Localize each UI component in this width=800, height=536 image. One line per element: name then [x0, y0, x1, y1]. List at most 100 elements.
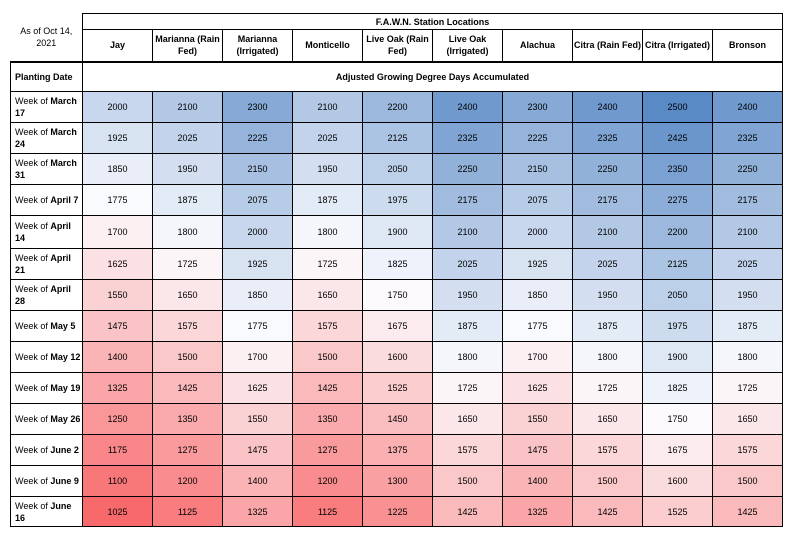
gdd-value-cell: 2300: [222, 91, 293, 123]
planting-date-header: Planting Date: [10, 60, 83, 92]
gdd-value-cell: 1225: [362, 496, 433, 527]
gdd-value-cell: 1475: [82, 310, 153, 342]
gdd-value-cell: 2100: [152, 91, 223, 123]
gdd-value-cell: 1750: [362, 279, 433, 311]
gdd-value-cell: 1725: [292, 248, 363, 280]
station-header: Jay: [82, 29, 153, 62]
gdd-value-cell: 1650: [292, 279, 363, 311]
gdd-value-cell: 2250: [712, 153, 783, 185]
gdd-value-cell: 1425: [292, 372, 363, 404]
gdd-value-cell: 2025: [432, 248, 503, 280]
gdd-value-cell: 1675: [362, 310, 433, 342]
gdd-value-cell: 1425: [572, 496, 643, 527]
week-date: March 17: [15, 96, 77, 118]
gdd-value-cell: 2100: [572, 215, 643, 249]
gdd-value-cell: 2000: [82, 91, 153, 123]
gdd-value-cell: 1900: [362, 215, 433, 249]
gdd-value-cell: 1525: [642, 496, 713, 527]
gdd-value-cell: 1475: [222, 434, 293, 466]
gdd-value-cell: 2350: [642, 153, 713, 185]
gdd-value-cell: 1325: [222, 496, 293, 527]
week-prefix: Week of: [15, 284, 51, 294]
gdd-value-cell: 1200: [152, 465, 223, 497]
gdd-value-cell: 1925: [222, 248, 293, 280]
week-prefix: Week of: [15, 500, 51, 511]
week-date: April 7: [50, 195, 79, 205]
gdd-value-cell: 2325: [712, 122, 783, 154]
table-row: Week of April 7 1775 1875 2075 1875 1975 2175 2…: [10, 184, 783, 216]
gdd-value-cell: 2400: [712, 91, 783, 123]
table-row: Week of March 31 1850 1950 2150 1950 2050 2250…: [10, 153, 783, 185]
gdd-value-cell: 1500: [292, 341, 363, 373]
week-prefix: Week of: [15, 414, 51, 424]
gdd-value-cell: 1800: [432, 341, 503, 373]
week-date: April 21: [15, 253, 71, 275]
gdd-value-cell: 1725: [572, 372, 643, 404]
gdd-value-cell: 2075: [222, 184, 293, 216]
gdd-value-cell: 1925: [82, 122, 153, 154]
week-prefix: Week of: [15, 96, 51, 106]
gdd-value-cell: 1175: [82, 434, 153, 466]
gdd-value-cell: 1300: [362, 465, 433, 497]
gdd-value-cell: 2175: [572, 184, 643, 216]
gdd-value-cell: 1475: [502, 434, 573, 466]
gdd-value-cell: 1275: [292, 434, 363, 466]
gdd-value-cell: 1125: [292, 496, 363, 527]
gdd-value-cell: 1875: [712, 310, 783, 342]
gdd-value-cell: 2500: [642, 91, 713, 123]
planting-date-cell: Week of March 17: [10, 91, 83, 123]
gdd-value-cell: 2175: [432, 184, 503, 216]
gdd-value-cell: 2075: [502, 184, 573, 216]
group-header: F.A.W.N. Station Locations: [82, 13, 783, 30]
table-row: Week of May 5 1475 1575 1775 1575 1675 1875 177…: [10, 310, 783, 342]
gdd-value-cell: 2275: [642, 184, 713, 216]
gdd-value-cell: 1950: [152, 153, 223, 185]
gdd-value-cell: 1425: [152, 372, 223, 404]
week-date: May 12: [50, 352, 81, 362]
gdd-value-cell: 1650: [152, 279, 223, 311]
week-date: May 5: [50, 321, 76, 331]
week-prefix: Week of: [15, 253, 51, 263]
station-header: Alachua: [502, 29, 573, 62]
gdd-value-cell: 2025: [712, 248, 783, 280]
gdd-value-cell: 2200: [642, 215, 713, 249]
gdd-value-cell: 1575: [152, 310, 223, 342]
gdd-value-cell: 1750: [642, 403, 713, 435]
table-row: Week of March 24 1925 2025 2225 2025 2125 2325…: [10, 122, 783, 154]
week-date: April 14: [15, 221, 71, 243]
gdd-value-cell: 1875: [572, 310, 643, 342]
gdd-value-cell: 2000: [502, 215, 573, 249]
gdd-value-cell: 2150: [502, 153, 573, 185]
table-row: Week of March 17 2000 2100 2300 2100 2200 2400…: [10, 91, 783, 123]
gdd-value-cell: 1650: [432, 403, 503, 435]
gdd-value-cell: 1800: [292, 215, 363, 249]
week-prefix: Week of: [15, 383, 51, 393]
week-prefix: Week of: [15, 221, 51, 231]
gdd-value-cell: 1550: [222, 403, 293, 435]
gdd-value-cell: 2225: [502, 122, 573, 154]
gdd-value-cell: 2025: [292, 122, 363, 154]
table-row: Week of April 21 1625 1725 1925 1725 1825 2025…: [10, 248, 783, 280]
gdd-value-cell: 1775: [502, 310, 573, 342]
gdd-value-cell: 1600: [642, 465, 713, 497]
gdd-value-cell: 1500: [152, 341, 223, 373]
gdd-value-cell: 2000: [222, 215, 293, 249]
gdd-value-cell: 1550: [502, 403, 573, 435]
gdd-table-container: As of Oct 14, 2021 F.A.W.N. Station Loca…: [10, 13, 783, 527]
gdd-value-cell: 1125: [152, 496, 223, 527]
gdd-value-cell: 2250: [572, 153, 643, 185]
table-row: Week of June 16 1025 1125 1325 1125 1225 1425 1…: [10, 496, 783, 527]
station-header: Marianna (Rain Fed): [152, 29, 223, 62]
gdd-value-cell: 1950: [572, 279, 643, 311]
week-prefix: Week of: [15, 321, 51, 331]
gdd-value-cell: 1400: [222, 465, 293, 497]
planting-date-cell: Week of March 24: [10, 122, 83, 154]
gdd-value-cell: 1325: [82, 372, 153, 404]
gdd-value-cell: 1500: [432, 465, 503, 497]
planting-date-cell: Week of April 14: [10, 215, 83, 249]
station-header: Marianna (Irrigated): [222, 29, 293, 62]
gdd-value-cell: 1950: [292, 153, 363, 185]
gdd-value-cell: 1375: [362, 434, 433, 466]
gdd-value-cell: 1650: [572, 403, 643, 435]
gdd-value-cell: 1575: [572, 434, 643, 466]
